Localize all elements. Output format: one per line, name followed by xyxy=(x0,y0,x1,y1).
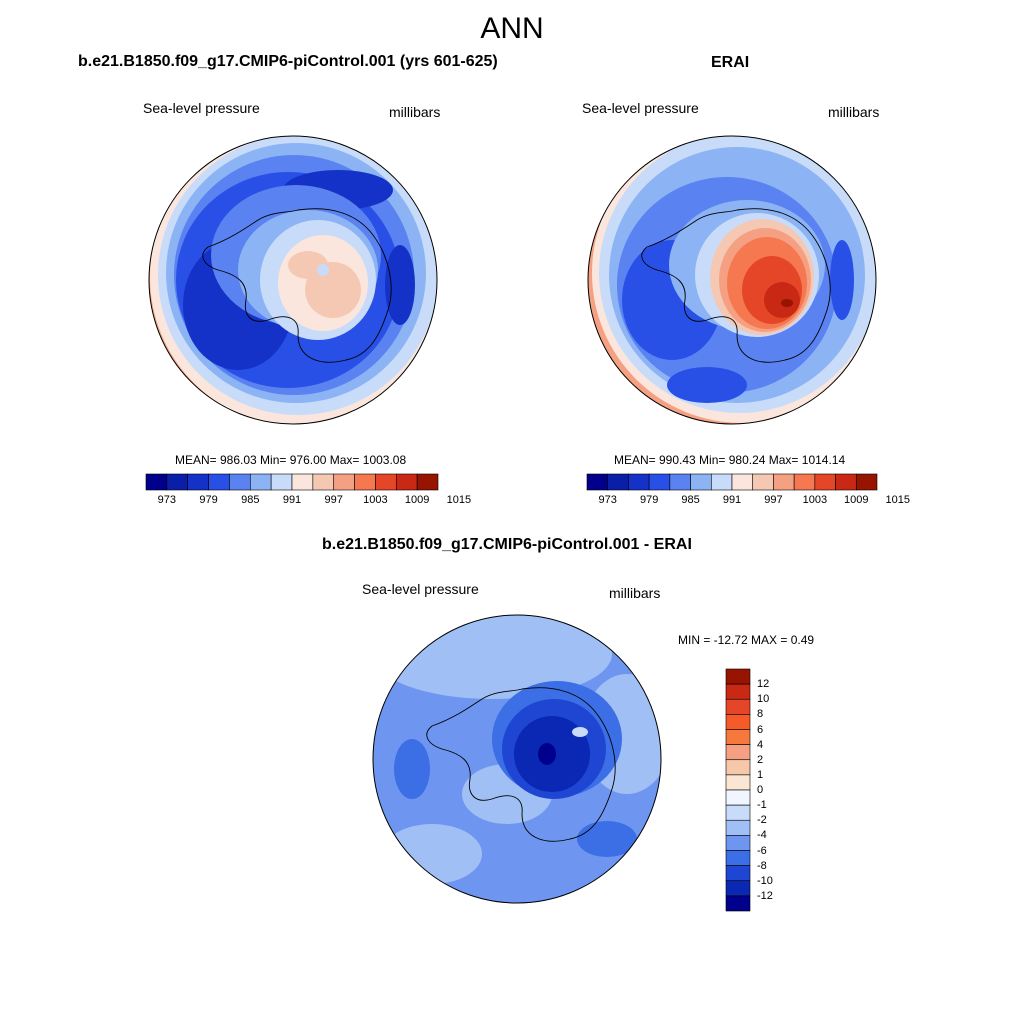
panel-2-units-label: millibars xyxy=(828,104,880,120)
panel-2-colorbar xyxy=(586,473,878,491)
colorbar-tick-label: 10 xyxy=(757,693,770,706)
colorbar-swatch xyxy=(725,714,751,730)
colorbar-tick-label: 4 xyxy=(757,738,764,751)
colorbar-tick-label: 985 xyxy=(681,494,700,506)
colorbar-tick-label: 8 xyxy=(757,708,764,721)
colorbar-swatch xyxy=(628,473,650,491)
colorbar-tick-label: -12 xyxy=(757,889,773,902)
colorbar-tick-label: 1015 xyxy=(885,494,910,506)
colorbar-tick-label: -2 xyxy=(757,814,767,827)
panel-1-map xyxy=(148,135,438,425)
panel-3-map xyxy=(372,614,662,904)
colorbar-swatch xyxy=(586,473,609,491)
panel-2-stats: MEAN= 990.43 Min= 980.24 Max= 1014.14 xyxy=(614,453,846,467)
colorbar-swatch xyxy=(229,473,251,491)
colorbar-swatch xyxy=(375,473,397,491)
colorbar-swatch xyxy=(725,698,751,715)
colorbar-swatch xyxy=(607,473,629,491)
colorbar-swatch xyxy=(270,473,293,491)
colorbar-tick-label: 973 xyxy=(598,494,617,506)
panel-2-title: ERAI xyxy=(711,54,750,71)
colorbar-swatch xyxy=(145,473,168,491)
colorbar-swatch xyxy=(725,819,751,836)
colorbar-tick-label: 991 xyxy=(722,494,742,506)
colorbar-tick-label: 1003 xyxy=(363,494,388,506)
panel-1-stats: MEAN= 986.03 Min= 976.00 Max= 1003.08 xyxy=(175,453,407,467)
colorbar-tick-label: 997 xyxy=(324,494,343,506)
panel-3-units-label: millibars xyxy=(609,585,661,601)
colorbar-swatch xyxy=(835,473,857,491)
colorbar-swatch xyxy=(814,473,836,491)
colorbar-tick-label: 1 xyxy=(757,768,764,781)
panel-3-title: b.e21.B1850.f09_g17.CMIP6-piControl.001 … xyxy=(322,536,692,553)
colorbar-swatch xyxy=(669,473,691,491)
colorbar-swatch xyxy=(725,865,751,882)
colorbar-tick-label: 979 xyxy=(199,494,218,506)
colorbar-swatch xyxy=(725,804,751,821)
colorbar-swatch xyxy=(773,473,795,491)
panel-3-stats: MIN = -12.72 MAX = 0.49 xyxy=(678,633,815,647)
colorbar-tick-label: 1003 xyxy=(802,494,828,506)
colorbar-tick-label: 991 xyxy=(282,494,302,506)
colorbar-swatch xyxy=(249,473,272,491)
colorbar-swatch xyxy=(793,473,816,491)
panel-1-colorbar xyxy=(145,473,439,491)
colorbar-swatch xyxy=(333,473,355,491)
colorbar-tick-label: 1009 xyxy=(404,494,430,506)
colorbar-swatch xyxy=(208,473,230,491)
colorbar-swatch xyxy=(166,473,189,491)
colorbar-swatch xyxy=(725,880,751,897)
colorbar-swatch xyxy=(710,473,733,491)
colorbar-swatch xyxy=(187,473,209,491)
colorbar-tick-label: 997 xyxy=(764,494,783,506)
colorbar-tick-label: 1009 xyxy=(844,494,869,506)
panel-1-title: b.e21.B1850.f09_g17.CMIP6-piControl.001 … xyxy=(78,53,498,70)
colorbar-swatch xyxy=(725,789,751,806)
panel-1-units-label: millibars xyxy=(389,104,441,120)
colorbar-swatch xyxy=(725,744,751,761)
panel-2-variable-label: Sea-level pressure xyxy=(582,100,699,116)
colorbar-tick-label: -6 xyxy=(757,844,767,857)
panel-3-colorbar xyxy=(725,668,751,912)
colorbar-tick-label: 6 xyxy=(757,723,764,736)
colorbar-tick-label: 985 xyxy=(241,494,260,506)
colorbar-swatch xyxy=(725,668,751,685)
colorbar-swatch xyxy=(855,473,878,491)
colorbar-tick-label: -1 xyxy=(757,799,767,812)
panel-2-map xyxy=(587,135,877,425)
colorbar-tick-label: 2 xyxy=(757,753,764,766)
colorbar-swatch xyxy=(690,473,712,491)
colorbar-swatch xyxy=(725,850,751,866)
colorbar-swatch xyxy=(416,473,439,491)
colorbar-swatch xyxy=(725,895,751,912)
colorbar-swatch xyxy=(752,473,774,491)
colorbar-swatch xyxy=(725,683,751,700)
colorbar-tick-label: 12 xyxy=(757,678,770,691)
panel-1-variable-label: Sea-level pressure xyxy=(143,100,260,116)
colorbar-swatch xyxy=(395,473,418,491)
colorbar-swatch xyxy=(648,473,671,491)
colorbar-tick-label: 973 xyxy=(157,494,177,506)
colorbar-tick-label: -10 xyxy=(757,874,773,887)
colorbar-tick-label: -4 xyxy=(757,829,767,842)
panel-3-variable-label: Sea-level pressure xyxy=(362,581,479,597)
colorbar-tick-label: 1015 xyxy=(446,494,472,506)
colorbar-swatch xyxy=(725,759,751,776)
colorbar-swatch xyxy=(725,774,751,791)
colorbar-tick-label: 979 xyxy=(639,494,659,506)
colorbar-tick-label: -8 xyxy=(757,859,767,872)
colorbar-swatch xyxy=(725,835,751,851)
colorbar-swatch xyxy=(312,473,335,491)
colorbar-swatch xyxy=(291,473,314,491)
colorbar-swatch xyxy=(725,729,751,745)
colorbar-swatch xyxy=(354,473,376,491)
colorbar-swatch xyxy=(731,473,754,491)
figure-title: ANN xyxy=(480,12,544,45)
colorbar-tick-label: 0 xyxy=(757,784,764,796)
